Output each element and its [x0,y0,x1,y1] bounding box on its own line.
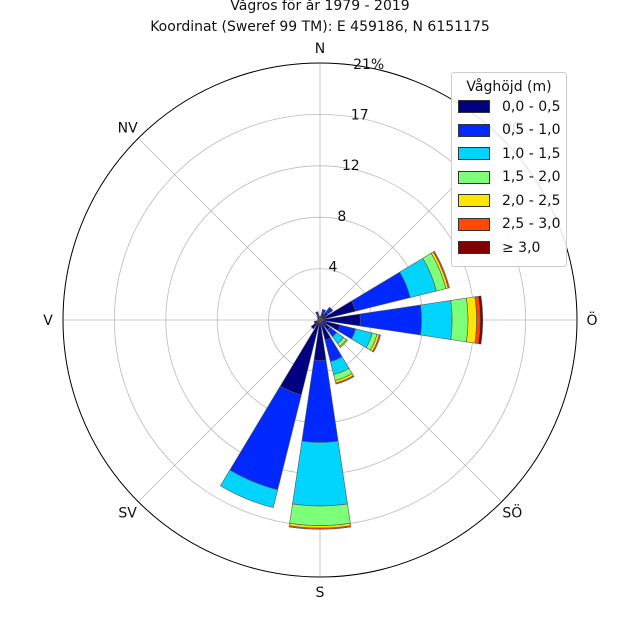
legend-title: Våghöjd (m) [466,79,552,95]
radial-tick-label: 4 [328,259,337,275]
chart-subtitle: Koordinat (Sweref 99 TM): E 459186, N 61… [150,19,490,35]
legend-swatch [458,147,490,161]
rose-bar-segment [372,334,381,353]
legend-item: 1,0 - 1,5 [452,142,566,166]
legend-label: 2,0 - 2,5 [502,192,561,209]
legend-label: 1,5 - 2,0 [502,169,561,186]
rose-bar-segment [466,296,477,344]
rose-bar-segment [289,503,351,526]
legend-items: 0,0 - 0,5 0,5 - 1,0 1,0 - 1,5 1,5 - 2,0 2,0 … [452,95,566,260]
rose-bar-segment [219,469,279,508]
radial-tick-label: 21% [353,57,384,73]
chart-title: Vågros för år 1979 - 2019 [230,0,410,14]
rose-bar-segment [321,308,327,315]
rose-bar-segment [301,359,339,443]
rose-bar-segment [339,339,348,348]
legend-swatch [458,170,490,184]
grid-spoke [319,319,503,503]
legend-label: ≥ 3,0 [502,239,541,256]
direction-label: SÖ [502,503,522,521]
legend-swatch [458,194,490,208]
legend: Våghöjd (m) 0,0 - 0,5 0,5 - 1,0 1,0 - 1,5 1… [451,72,567,267]
outer-circle [62,62,578,578]
legend-label: 0,5 - 1,0 [502,122,561,139]
legend-item: 0,0 - 0,5 [452,95,566,119]
rose-bar-segment [432,250,450,289]
rose-bar-segment [313,319,321,324]
rose-bar-segment [420,300,453,340]
direction-label: NV [118,121,138,137]
direction-label: Ö [586,311,597,329]
legend-item: ≥ 3,0 [452,236,566,260]
legend-swatch [458,100,490,114]
direction-label: V [43,313,53,329]
direction-label: SV [118,505,137,521]
rose-bar-segment [351,271,411,312]
rose-bar-segment [450,297,469,343]
legend-swatch [458,241,490,255]
legend-swatch [458,217,490,231]
legend-item: 2,0 - 2,5 [452,189,566,213]
rose-bar-segment [319,316,321,321]
radial-tick-label: 17 [351,108,369,124]
direction-label: N [315,41,325,57]
rose-bar-segment [325,306,334,315]
rose-bar-segment [359,304,422,336]
rose-bar-segment [310,319,321,330]
radial-tick-label: 8 [337,209,346,225]
rose-bar-segment [288,525,352,530]
rose-bar-segment [478,295,483,345]
legend-swatch [458,123,490,137]
rose-bar-segment [315,311,319,316]
grid-spoke [137,137,321,321]
legend-label: 2,5 - 3,0 [502,216,561,233]
legend-label: 0,0 - 0,5 [502,98,561,115]
legend-item: 1,5 - 2,0 [452,166,566,190]
rose-bar-segment [229,385,302,491]
legend-item: 0,5 - 1,0 [452,119,566,143]
radial-tick-label: 12 [342,158,360,174]
rose-bar-segment [292,440,348,507]
rose-bars [219,250,483,530]
legend-item: 2,5 - 3,0 [452,213,566,237]
grid-spoke [137,319,321,503]
direction-label: S [316,585,325,601]
radial-tick-labels: 4 8 12 17 21% [328,57,384,275]
legend-label: 1,0 - 1,5 [502,145,561,162]
rose-bar-segment [335,375,355,385]
